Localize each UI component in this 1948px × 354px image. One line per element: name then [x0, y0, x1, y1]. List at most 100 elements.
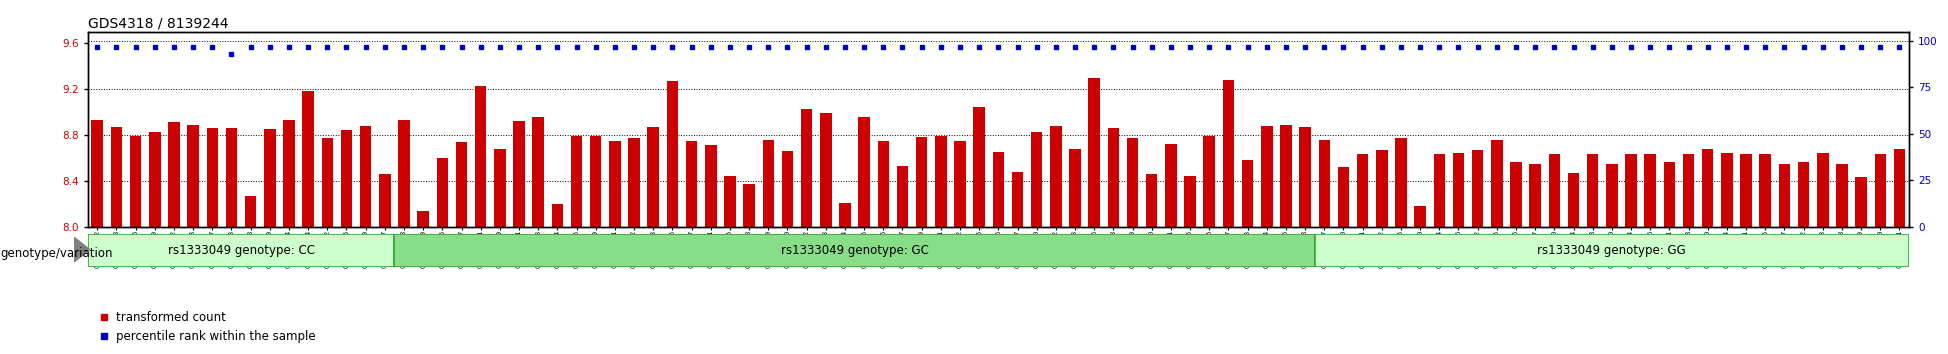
Bar — [1145, 174, 1157, 227]
Text: rs1333049 genotype: GG: rs1333049 genotype: GG — [1537, 244, 1687, 257]
Bar — [1108, 128, 1120, 227]
Text: rs1333049 genotype: GC: rs1333049 genotype: GC — [781, 244, 929, 257]
Bar — [187, 125, 199, 227]
Bar — [495, 149, 506, 227]
Bar — [397, 120, 409, 227]
Bar — [974, 108, 986, 227]
Bar — [1779, 164, 1790, 227]
Bar — [131, 136, 142, 227]
Bar — [744, 184, 756, 227]
Bar — [1644, 154, 1656, 227]
Bar — [393, 234, 1315, 267]
Bar — [1549, 154, 1560, 227]
Bar — [1703, 149, 1714, 227]
Bar — [456, 142, 468, 227]
Bar — [302, 91, 314, 227]
Bar — [92, 120, 103, 227]
Bar — [1759, 154, 1771, 227]
Bar — [877, 141, 888, 227]
Bar — [610, 141, 621, 227]
Bar — [801, 109, 812, 227]
Bar — [1568, 173, 1580, 227]
Bar — [1893, 149, 1905, 227]
Bar — [245, 196, 257, 227]
Bar — [1490, 139, 1502, 227]
Bar — [1375, 150, 1387, 227]
Bar — [1395, 138, 1406, 227]
Bar — [840, 202, 851, 227]
Bar — [1184, 176, 1196, 227]
Bar — [1837, 164, 1849, 227]
Bar — [1358, 154, 1367, 227]
Bar — [629, 138, 639, 227]
Bar — [725, 176, 736, 227]
Bar — [551, 204, 563, 227]
Bar — [666, 81, 678, 227]
Bar — [1069, 149, 1081, 227]
Bar — [1241, 160, 1253, 227]
Bar — [916, 137, 927, 227]
Bar — [1664, 162, 1675, 227]
Bar — [206, 128, 218, 227]
Bar — [896, 166, 908, 227]
Bar — [1319, 139, 1330, 227]
Bar — [168, 122, 179, 227]
Bar — [1280, 125, 1292, 227]
Bar — [1529, 164, 1541, 227]
Bar — [1588, 154, 1599, 227]
Bar — [1510, 162, 1521, 227]
Bar — [859, 116, 871, 227]
Bar — [1817, 153, 1829, 227]
Bar — [1740, 154, 1751, 227]
Bar — [1030, 131, 1042, 227]
Bar — [1260, 126, 1272, 227]
Bar — [1126, 138, 1138, 227]
Bar — [360, 126, 372, 227]
Bar — [1453, 153, 1465, 227]
Bar — [1315, 234, 1909, 267]
Bar — [265, 129, 275, 227]
Bar — [148, 131, 160, 227]
Bar — [1299, 127, 1311, 227]
Bar — [647, 127, 658, 227]
Bar — [1473, 150, 1484, 227]
Bar — [1165, 144, 1177, 227]
Bar — [512, 121, 524, 227]
Bar — [1338, 167, 1350, 227]
Bar — [781, 151, 793, 227]
Bar — [1011, 172, 1023, 227]
Bar — [820, 113, 832, 227]
Bar — [571, 136, 582, 227]
Bar — [321, 138, 333, 227]
Bar — [993, 152, 1003, 227]
Bar — [380, 174, 392, 227]
Bar — [111, 127, 123, 227]
Bar — [341, 130, 353, 227]
Bar — [1223, 80, 1235, 227]
Text: rs1333049 genotype: CC: rs1333049 genotype: CC — [168, 244, 314, 257]
Polygon shape — [74, 237, 90, 262]
Bar — [532, 116, 543, 227]
Bar — [1874, 154, 1886, 227]
Bar — [282, 120, 294, 227]
Bar — [1414, 206, 1426, 227]
Bar — [590, 136, 602, 227]
Bar — [417, 211, 429, 227]
Bar — [226, 128, 238, 227]
Bar — [762, 139, 773, 227]
Text: GDS4318 / 8139244: GDS4318 / 8139244 — [88, 17, 228, 31]
Bar — [705, 145, 717, 227]
Bar — [88, 234, 393, 267]
Bar — [1434, 154, 1445, 227]
Bar — [1722, 153, 1732, 227]
Bar — [1050, 126, 1062, 227]
Bar — [686, 141, 697, 227]
Bar — [1683, 154, 1695, 227]
Bar — [475, 86, 487, 227]
Bar — [1605, 164, 1617, 227]
Bar — [1625, 154, 1636, 227]
Bar — [1204, 136, 1216, 227]
Bar — [935, 136, 947, 227]
Bar — [1089, 78, 1101, 227]
Bar — [436, 158, 448, 227]
